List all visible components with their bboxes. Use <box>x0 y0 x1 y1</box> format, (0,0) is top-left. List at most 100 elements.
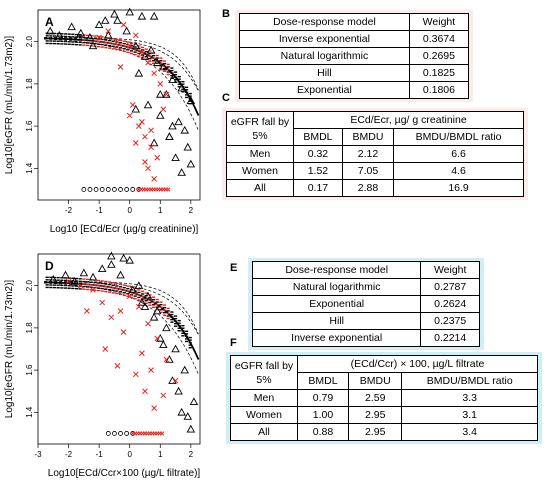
data-point-triangle <box>131 104 141 113</box>
censored-point <box>159 431 165 436</box>
header-cell: BMDU/BMDL ratio <box>401 372 538 390</box>
header-cell: Weight <box>420 261 480 279</box>
data-point-cross <box>160 106 167 113</box>
header-cell: Weight <box>408 13 470 31</box>
data-point-cross <box>117 64 124 70</box>
data-point-triangle <box>174 386 183 395</box>
data-point-cross <box>142 159 148 165</box>
data-point-triangle <box>116 270 125 279</box>
data-point-triangle <box>107 251 116 260</box>
table-row: Hill 0.1825 <box>239 64 470 82</box>
cell: 2.95 <box>347 423 403 441</box>
data-point-triangle <box>55 30 64 39</box>
data-point-cross <box>139 350 145 357</box>
data-point-circle <box>112 431 117 436</box>
x-tick-label: 2 <box>189 206 194 215</box>
cell: 0.32 <box>293 145 343 163</box>
data-point-circle <box>130 187 136 192</box>
cell: 0.2375 <box>420 312 480 330</box>
cell: Natural logarithmic <box>239 47 410 65</box>
data-point-triangle <box>140 52 150 60</box>
table-row: Inverse exponential 0.2214 <box>251 329 480 347</box>
x-tick-label: -1 <box>96 206 104 215</box>
data-point-triangle <box>149 312 159 321</box>
data-point-cross <box>126 43 133 49</box>
data-point-triangle <box>168 376 177 384</box>
data-point-cross <box>120 329 127 335</box>
data-point-triangle <box>100 16 110 24</box>
data-point-triangle <box>183 412 193 420</box>
data-point-cross <box>136 303 142 310</box>
panel-label: D <box>45 259 54 273</box>
data-point-triangle <box>146 45 156 54</box>
data-point-triangle <box>94 20 104 29</box>
data-point-cross <box>163 356 170 363</box>
data-point-triangle <box>134 281 144 289</box>
data-point-cross <box>139 119 145 125</box>
cell: All <box>230 423 298 441</box>
data-point-cross <box>114 363 121 369</box>
fitted-curve <box>44 37 199 91</box>
table-row: Exponential 0.1806 <box>239 81 470 99</box>
data-point-triangle <box>140 302 150 311</box>
fitted-curve <box>44 281 199 335</box>
data-point-triangle <box>165 132 174 140</box>
data-point-triangle <box>137 298 147 306</box>
scatter-plot-a: A -2 -1 0 1 2 1.4 1.6 1.8 2.0 Log10 [ECd/Ecr (µg/g… <box>4 7 201 235</box>
data-point-triangle <box>177 407 186 416</box>
data-point-cross <box>84 308 90 314</box>
data-point-cross <box>117 308 124 314</box>
corner-cell: eGFR fall by 5% <box>226 111 294 146</box>
y-tick-label: 1.8 <box>25 322 34 334</box>
cell: 0.1806 <box>408 81 470 99</box>
data-point-triangle <box>88 41 98 50</box>
header-cell: BMDU <box>341 128 395 146</box>
data-point-triangle <box>186 424 196 433</box>
cell: 0.2787 <box>420 278 480 296</box>
data-point-cross <box>65 278 72 285</box>
cell: 0.2624 <box>420 295 480 313</box>
data-point-circle <box>93 187 99 192</box>
x-axis-label: Log10[ECd/Ccr×100 (µg/L filtrate)] <box>48 468 201 479</box>
data-point-triangle <box>70 277 79 285</box>
cell: Hill <box>251 312 422 330</box>
table-b: Dose-response model Weight Inverse expon… <box>239 13 470 99</box>
data-point-triangle <box>174 117 183 126</box>
x-tick-label: 0 <box>127 206 132 215</box>
table-e-box: Dose-response model Weight Natural logar… <box>248 258 484 350</box>
data-point-cross <box>142 133 148 140</box>
data-point-cross <box>163 91 170 98</box>
data-point-cross <box>126 112 133 119</box>
cell: 0.17 <box>293 179 343 197</box>
cell: 2.88 <box>341 179 395 197</box>
panel-label-f: F <box>230 337 237 349</box>
data-point-triangle <box>186 159 196 168</box>
data-point-triangle <box>152 58 162 67</box>
data-point-cross <box>114 38 121 45</box>
header-cell: BMDU/BMDL ratio <box>393 128 524 146</box>
data-point-triangle <box>122 26 131 35</box>
header-cell: Dose-response model <box>239 13 410 31</box>
group-header-cell: ECd/Ecr, µg/ g creatinine <box>293 111 524 129</box>
cell: Inverse exponential <box>239 30 410 48</box>
data-point-cross <box>139 49 145 56</box>
table-header-row: BMDL BMDU BMDU/BMDL ratio <box>231 372 538 390</box>
cell: Men <box>226 145 294 163</box>
data-point-triangle <box>159 340 168 349</box>
data-point-triangle <box>177 83 186 92</box>
data-point-triangle <box>110 9 119 18</box>
data-point-cross <box>160 392 167 399</box>
cell: 0.2695 <box>408 47 470 65</box>
data-point-cross <box>151 405 158 411</box>
data-point-circle <box>118 431 123 436</box>
data-point-cross <box>172 377 179 384</box>
data-point-triangle <box>152 306 162 315</box>
table-row: Women 1.52 7.05 4.6 <box>226 162 524 180</box>
table-row: Men 0.32 2.12 6.6 <box>226 145 524 163</box>
table-e: Dose-response model Weight Natural logar… <box>251 261 480 347</box>
data-point-cross <box>148 144 154 151</box>
x-tick-label: 1 <box>158 206 163 215</box>
y-tick-label: 1.6 <box>25 120 34 132</box>
table-header-row: Dose-response model Weight <box>251 261 480 279</box>
data-point-cross <box>148 367 154 373</box>
